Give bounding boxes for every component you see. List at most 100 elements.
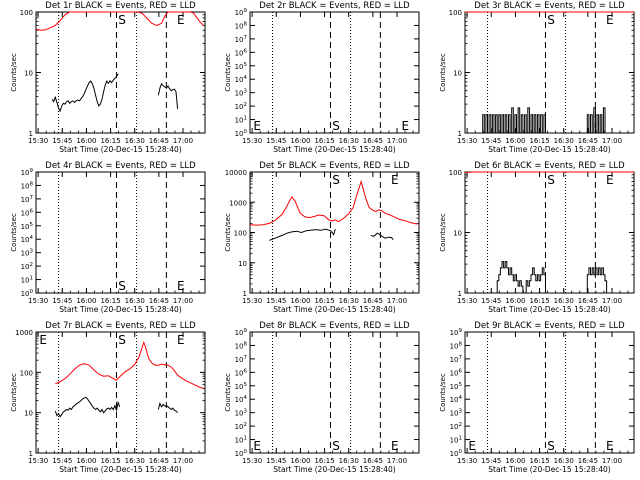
- y-tick-label: 1: [29, 450, 33, 458]
- x-tick-label: 17:00: [173, 457, 193, 465]
- series-events-line: [157, 401, 178, 414]
- x-tick-label: 17:00: [602, 297, 622, 305]
- y-tick-label: 1000: [229, 199, 247, 207]
- x-tick-label: 15:30: [28, 137, 48, 145]
- panel-det5r: Det 5r BLACK = Events, RED = LLD 1 10 100 10…: [224, 161, 420, 314]
- x-tick-label: 16:45: [363, 137, 383, 145]
- x-tick-label: 16:15: [100, 137, 120, 145]
- x-tick-label: 15:45: [481, 137, 501, 145]
- panel-title: Det 5r BLACK = Events, RED = LLD: [259, 161, 410, 171]
- y-axis-label: Counts/sec: [10, 213, 18, 252]
- event-end-label: E: [177, 279, 185, 293]
- y-tick-label: 108: [21, 181, 34, 190]
- y-tick-label: 102: [235, 102, 247, 111]
- x-tick-label: 16:45: [578, 297, 598, 305]
- x-tick-label: 16:45: [149, 137, 169, 145]
- x-tick-label: 16:30: [339, 297, 359, 305]
- x-tick-label: 16:30: [339, 457, 359, 465]
- event-end-label: E: [391, 173, 399, 187]
- plot-frame: [249, 331, 420, 454]
- y-tick-label: 101: [235, 436, 247, 445]
- panel-title: Det 9r BLACK = Events, RED = LLD: [474, 321, 625, 331]
- x-tick-label: 17:00: [387, 137, 407, 145]
- x-tick-label: 16:45: [363, 457, 383, 465]
- series-events-line: [370, 232, 394, 241]
- x-tick-label: 16:00: [76, 137, 96, 145]
- saa-label: S: [118, 333, 126, 347]
- y-tick-label: 102: [235, 422, 247, 431]
- event-end-label: E: [177, 333, 185, 347]
- saa-label: S: [547, 13, 555, 27]
- y-tick-label: 10000: [225, 169, 247, 177]
- y-tick-label: 104: [450, 395, 463, 404]
- x-tick-label: 15:45: [481, 457, 501, 465]
- panel-det2r: Det 2r BLACK = Events, RED = LLD 100 101 10…: [224, 1, 420, 154]
- y-axis-label: Counts/sec: [224, 373, 232, 412]
- series-lld-line: [35, 11, 204, 31]
- x-tick-label: 16:00: [505, 297, 525, 305]
- y-tick-label: 107: [450, 355, 463, 364]
- panel-det4r: Det 4r BLACK = Events, RED = LLD 100 101 10…: [10, 161, 206, 314]
- saa-label: S: [332, 173, 340, 187]
- plot-frame: [35, 171, 206, 294]
- saa-label: S: [332, 439, 340, 453]
- y-axis-label: Counts/sec: [10, 53, 18, 92]
- event-end-label: E: [253, 439, 261, 453]
- y-tick-label: 106: [235, 368, 248, 377]
- y-axis-label: Counts/sec: [439, 53, 447, 92]
- x-tick-label: 16:45: [363, 297, 383, 305]
- x-tick-label: 16:30: [125, 137, 145, 145]
- x-tick-label: 17:00: [387, 297, 407, 305]
- y-tick-label: 109: [235, 328, 248, 337]
- plot-frame: [249, 11, 420, 134]
- x-tick-label: 15:30: [242, 297, 262, 305]
- x-tick-label: 15:45: [52, 457, 72, 465]
- x-tick-label: 16:30: [125, 457, 145, 465]
- y-tick-label: 103: [21, 249, 34, 258]
- x-axis-label: Start Time (20-Dec-15 15:28:40): [488, 145, 610, 154]
- x-tick-label: 16:00: [290, 137, 310, 145]
- x-axis-label: Start Time (20-Dec-15 15:28:40): [273, 145, 395, 154]
- plot-frame: [464, 171, 635, 294]
- event-end-label: E: [177, 13, 185, 27]
- panel-det9r: Det 9r BLACK = Events, RED = LLD 100 101 10…: [439, 321, 635, 474]
- x-tick-label: 17:00: [602, 457, 622, 465]
- x-tick-label: 16:15: [314, 297, 334, 305]
- y-tick-label: 1: [29, 130, 33, 138]
- y-axis-label: Counts/sec: [439, 213, 447, 252]
- x-tick-label: 16:00: [290, 297, 310, 305]
- x-tick-label: 15:30: [457, 137, 477, 145]
- panel-title: Det 6r BLACK = Events, RED = LLD: [474, 161, 625, 171]
- panel-det3r: Det 3r BLACK = Events, RED = LLD 1 10 100 15…: [439, 1, 635, 154]
- x-tick-label: 15:45: [52, 137, 72, 145]
- x-axis-label: Start Time (20-Dec-15 15:28:40): [59, 145, 181, 154]
- x-tick-label: 16:30: [125, 297, 145, 305]
- y-tick-label: 107: [235, 35, 248, 44]
- y-tick-label: 102: [21, 262, 33, 271]
- y-tick-label: 10: [453, 70, 462, 78]
- x-axis-label: Start Time (20-Dec-15 15:28:40): [273, 305, 395, 314]
- panel-det7r: Det 7r BLACK = Events, RED = LLD 1 10 100 10…: [10, 321, 206, 474]
- y-tick-label: 106: [450, 368, 463, 377]
- event-end-label: E: [606, 13, 614, 27]
- panel-title: Det 2r BLACK = Events, RED = LLD: [259, 1, 410, 11]
- x-tick-label: 16:30: [554, 297, 574, 305]
- y-tick-label: 105: [235, 62, 248, 71]
- x-tick-label: 16:15: [314, 137, 334, 145]
- x-tick-label: 16:45: [149, 457, 169, 465]
- x-tick-label: 16:15: [314, 457, 334, 465]
- x-tick-label: 16:15: [529, 297, 549, 305]
- x-tick-label: 15:45: [266, 137, 286, 145]
- x-tick-label: 16:00: [290, 457, 310, 465]
- y-tick-label: 109: [21, 168, 34, 177]
- y-tick-label: 106: [21, 208, 34, 217]
- plot-frame: [35, 11, 206, 134]
- x-tick-label: 16:45: [578, 137, 598, 145]
- y-tick-label: 10: [238, 260, 247, 268]
- x-tick-label: 15:30: [457, 457, 477, 465]
- y-tick-label: 107: [235, 355, 248, 364]
- plot-frame: [464, 331, 635, 454]
- panel-det8r: Det 8r BLACK = Events, RED = LLD 100 101 10…: [224, 321, 420, 474]
- x-tick-label: 16:00: [76, 297, 96, 305]
